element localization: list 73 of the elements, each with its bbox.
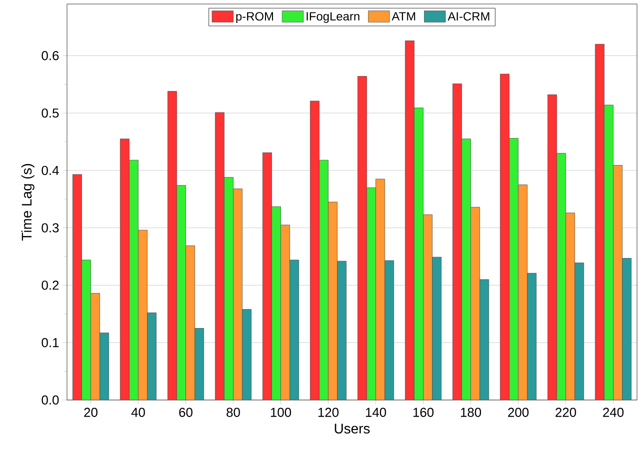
bar (186, 245, 195, 400)
bar (556, 153, 566, 400)
bar (138, 230, 148, 400)
bar (319, 160, 328, 400)
bar (595, 44, 604, 400)
x-tick-label: 220 (556, 408, 576, 417)
bar (423, 214, 432, 400)
bar (129, 160, 138, 400)
bar (384, 260, 394, 400)
bar (233, 188, 242, 400)
bar (405, 40, 414, 400)
bar (290, 260, 299, 400)
y-tick-label: 0.4 (42, 166, 59, 176)
bar (462, 138, 471, 400)
bar (176, 185, 186, 400)
bar (242, 309, 252, 400)
x-tick-label: 240 (603, 408, 624, 417)
x-tick-label: 60 (179, 408, 192, 417)
bar (414, 108, 424, 400)
y-tick-label: 0.3 (42, 223, 59, 232)
bar (518, 184, 528, 400)
bar (613, 165, 622, 400)
bar (566, 212, 575, 400)
y-tick-label: 0.6 (42, 51, 59, 60)
bar (100, 332, 109, 400)
bar (452, 84, 462, 400)
y-tick-label: 0.2 (42, 280, 59, 290)
bar (120, 138, 130, 400)
bar (604, 104, 614, 400)
legend-label: p-ROM (236, 12, 273, 23)
y-tick-label: 0.0 (42, 395, 59, 405)
x-axis-title: Users (334, 424, 370, 434)
bar (548, 94, 557, 400)
legend-label: AI-CRM (448, 12, 490, 21)
bar (470, 206, 480, 400)
x-tick-label: 20 (84, 408, 98, 417)
bar (82, 260, 91, 400)
bar (622, 258, 632, 400)
x-tick-label: 180 (460, 408, 482, 417)
x-tick-label: 100 (270, 408, 292, 417)
legend-label: IFogLearn (306, 12, 360, 23)
y-axis-title: Time Lag (s) (21, 164, 34, 241)
bar (376, 178, 385, 400)
bar (500, 74, 510, 400)
bar (194, 328, 204, 400)
bar (366, 187, 376, 400)
bar (262, 152, 272, 400)
bar (168, 91, 177, 400)
bar (337, 260, 347, 400)
y-tick-label: 0.5 (42, 108, 59, 118)
bar (310, 100, 320, 400)
bar (432, 256, 442, 400)
x-tick-label: 120 (318, 408, 339, 417)
bar (480, 279, 490, 400)
bar (72, 174, 82, 400)
bar (90, 293, 100, 400)
bar (574, 262, 584, 400)
bar (358, 76, 367, 400)
x-tick-label: 80 (226, 408, 240, 417)
bar (527, 272, 537, 400)
x-tick-label: 40 (131, 408, 145, 417)
bar (215, 112, 224, 400)
x-tick-label: 200 (508, 408, 529, 417)
x-tick-label: 140 (366, 408, 386, 417)
y-tick-label: 0.1 (42, 338, 59, 348)
bar (272, 206, 281, 400)
bar (509, 138, 518, 400)
x-tick-label: 160 (413, 408, 434, 417)
legend-label: ATM (392, 12, 416, 20)
bar (280, 224, 290, 400)
bar (147, 312, 156, 400)
bar (224, 177, 234, 400)
bar (328, 202, 338, 400)
